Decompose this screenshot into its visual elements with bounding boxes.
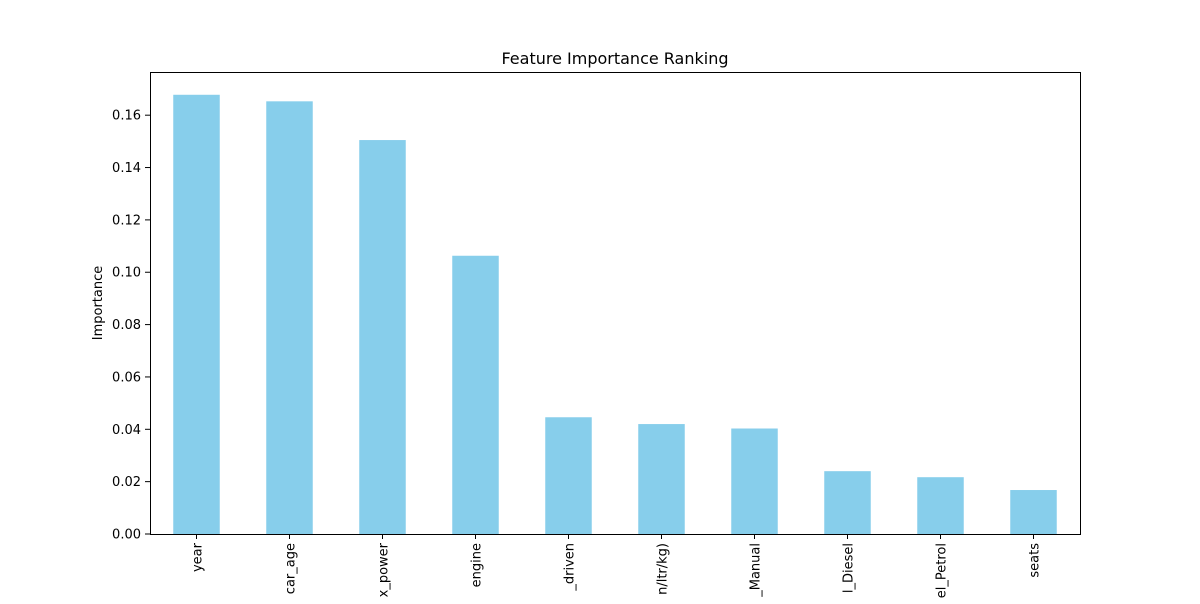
bars [173,94,1057,535]
x-tick-label: n/ltr/kg) [656,543,671,595]
y-tick-label: 0.14 [112,161,141,176]
y-axis-label: Importance [91,266,106,341]
bar-engine [452,255,499,534]
bar-seats [1010,490,1057,534]
x-tick-label: l_Diesel [842,543,857,593]
bar-car-age [266,101,313,534]
bar-year [173,94,220,535]
bar-manual [731,428,778,534]
x-tick-labels: year car_age x_power engine _driven n/ltr/kg)… [191,542,1043,598]
y-tick-label: 0.00 [112,528,141,543]
x-tick-label: engine [470,543,485,587]
y-tick-label: 0.02 [112,475,141,490]
bar-driven [545,417,592,534]
x-tick-label: year [191,542,206,572]
x-tick-label: car_age [284,543,299,594]
x-tick-label: _driven [563,543,578,592]
plot-frame [150,72,1081,535]
y-tick-label: 0.04 [112,423,141,438]
bar-n-ltr-kg [638,424,685,534]
axis-ticks: 0.00 0.02 0.04 0.06 0.08 0.10 0.12 0.14 0.16 [112,109,1034,543]
y-tick-label: 0.16 [112,109,141,124]
bar-x-power [359,140,406,535]
chart-title: Feature Importance Ranking [501,49,728,68]
y-tick-label: 0.08 [112,318,141,333]
x-tick-label: x_power [377,542,392,597]
bar-l-diesel [824,471,871,534]
bar-el-petrol [917,477,964,534]
x-tick-label: el_Petrol [935,543,950,598]
x-tick-label: _Manual [749,543,764,598]
y-tick-label: 0.12 [112,213,141,228]
y-tick-label: 0.06 [112,370,141,385]
x-tick-label: seats [1028,543,1043,578]
y-tick-label: 0.10 [112,266,141,281]
